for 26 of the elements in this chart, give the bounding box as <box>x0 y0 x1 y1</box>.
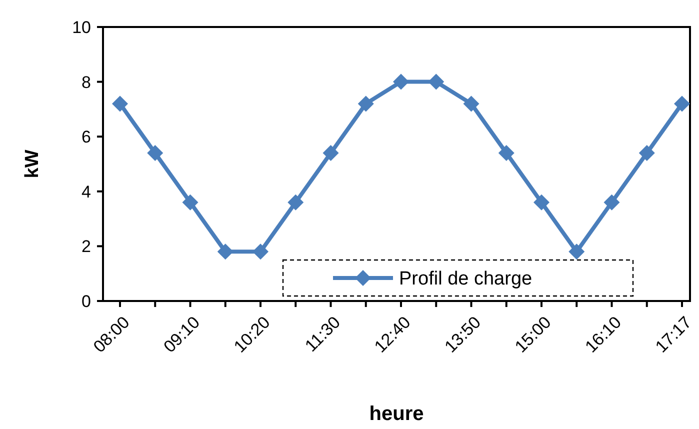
point <box>463 96 480 112</box>
y-tick-label: 10 <box>72 18 91 37</box>
point <box>288 194 304 210</box>
point <box>568 244 585 260</box>
y-tick-label: 8 <box>82 72 91 92</box>
y-axis-title: kW <box>22 150 43 178</box>
y-tick-label: 2 <box>82 237 91 256</box>
point <box>112 96 128 112</box>
y-tick-label: 6 <box>82 128 91 147</box>
point <box>604 194 620 210</box>
point <box>393 74 409 90</box>
point <box>534 194 550 210</box>
point <box>182 194 198 210</box>
point <box>498 145 514 162</box>
point <box>674 96 690 112</box>
y-tick-label: 4 <box>82 182 91 202</box>
point <box>147 145 164 162</box>
point <box>217 244 234 260</box>
y-tick-label: 0 <box>82 292 91 311</box>
point <box>322 145 339 162</box>
point <box>428 74 444 90</box>
x-axis-title: heure <box>369 403 424 425</box>
legend-label: Profil de charge <box>399 268 532 290</box>
point <box>252 244 268 260</box>
point <box>358 96 374 112</box>
point <box>638 145 655 162</box>
